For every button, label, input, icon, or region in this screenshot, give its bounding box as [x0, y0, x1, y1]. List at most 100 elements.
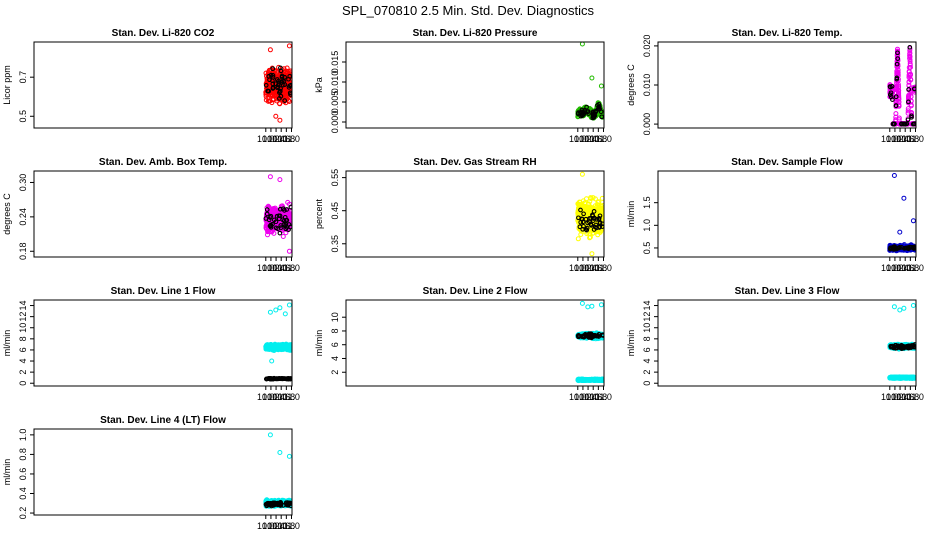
data-point — [599, 195, 604, 201]
y-tick-label: 0.35 — [330, 235, 340, 253]
y-tick-label: 0.24 — [18, 208, 28, 226]
x-tick-label: 10.0 — [257, 392, 275, 402]
y-tick-label: 4 — [18, 359, 28, 364]
x-tick-label: 11.0 — [595, 392, 612, 402]
data-point — [894, 70, 900, 76]
data-point — [263, 82, 269, 88]
x-tick-label: 10.6 — [272, 392, 290, 402]
outlier-point — [269, 358, 275, 364]
plot-frame — [345, 299, 605, 387]
outlier-point — [579, 300, 585, 306]
data-point — [264, 211, 270, 217]
data-point — [594, 202, 600, 208]
y-tick-label: 12 — [18, 312, 28, 322]
data-point — [279, 73, 285, 79]
data-point — [278, 223, 284, 228]
x-tick-label: 10.4 — [267, 392, 285, 402]
data-point — [582, 200, 588, 205]
outlier-point — [579, 171, 585, 177]
y-axis-label: percent — [314, 198, 324, 229]
chart-title: Stan. Dev. Sample Flow — [731, 157, 843, 168]
data-point — [267, 215, 273, 220]
x-axis: 10.010.210.410.610.811.0 — [569, 128, 612, 144]
data-point — [271, 217, 277, 223]
chart-l2: Stan. Dev. Line 2 Flowml/min10.010.210.4… — [314, 286, 612, 402]
x-tick-label: 10.0 — [881, 134, 899, 144]
data-point — [268, 222, 274, 228]
data-point — [265, 88, 271, 94]
chart-l1: Stan. Dev. Line 1 Flowml/min10.010.210.4… — [2, 286, 300, 402]
chart-title: Stan. Dev. Li-820 Temp. — [732, 28, 843, 39]
x-tick-label: 11.0 — [283, 263, 300, 273]
data-point — [286, 85, 292, 90]
chart-title: Stan. Dev. Gas Stream RH — [413, 157, 536, 168]
y-axis: 0.51.01.5 — [642, 196, 658, 254]
data-point — [276, 81, 282, 86]
outlier-point — [286, 248, 292, 254]
data-point — [894, 53, 900, 59]
data-point — [575, 236, 581, 242]
data-point — [906, 99, 911, 105]
data-point — [265, 232, 270, 238]
y-axis-label: ml/min — [626, 201, 636, 228]
data-point — [894, 61, 900, 67]
chart-press: Stan. Dev. Li-820 PressurekPa10.010.210.… — [314, 28, 612, 144]
data-points — [887, 303, 916, 381]
data-point — [284, 342, 290, 348]
chart-rh: Stan. Dev. Gas Stream RHpercent10.010.21… — [314, 157, 612, 273]
data-point — [270, 66, 276, 72]
x-tick-label: 11.0 — [907, 263, 924, 273]
data-point — [283, 345, 289, 351]
outlier-point — [282, 311, 288, 317]
y-axis-label: ml/min — [314, 330, 324, 357]
data-point — [586, 335, 592, 340]
data-point — [581, 110, 587, 116]
data-point — [895, 50, 900, 56]
x-tick-label: 10.8 — [278, 134, 296, 144]
y-axis-label: ml/min — [626, 330, 636, 357]
data-point — [912, 86, 916, 92]
data-point — [596, 331, 602, 337]
data-point — [265, 345, 271, 351]
x-tick-label: 10.2 — [262, 263, 280, 273]
y-tick-label: 0.000 — [330, 111, 340, 134]
figure-title: SPL_070810 2.5 Min. Std. Dev. Diagnostic… — [342, 3, 594, 18]
data-point — [270, 81, 276, 87]
y-tick-label: 6 — [330, 342, 340, 347]
data-point — [587, 204, 593, 210]
y-tick-label: 1.0 — [642, 219, 652, 232]
x-tick-label: 10.6 — [896, 134, 914, 144]
data-point — [892, 246, 898, 252]
data-point — [277, 101, 283, 107]
data-point — [896, 99, 902, 105]
data-point — [912, 245, 916, 251]
data-point — [580, 216, 585, 222]
y-tick-label: 0.010 — [642, 74, 652, 97]
x-tick-label: 11.0 — [283, 392, 300, 402]
y-tick-label: 0.5 — [18, 110, 28, 123]
data-point — [893, 245, 899, 251]
data-point — [908, 77, 914, 83]
data-point — [591, 377, 597, 382]
data-point — [579, 107, 585, 113]
data-point — [576, 110, 581, 115]
x-tick-label: 11.0 — [907, 134, 924, 144]
data-point — [591, 209, 597, 214]
chart-title: Stan. Dev. Li-820 Pressure — [413, 28, 538, 39]
data-points — [575, 171, 604, 257]
outlier-point — [273, 113, 279, 119]
outlier-point — [589, 303, 595, 309]
x-tick-label: 10.4 — [891, 134, 909, 144]
data-point — [593, 109, 598, 115]
data-points — [887, 44, 916, 127]
x-tick-label: 10.2 — [574, 263, 592, 273]
data-point — [277, 206, 283, 212]
outlier-point — [589, 251, 595, 257]
y-tick-label: 0.010 — [330, 71, 340, 94]
data-point — [587, 235, 593, 241]
data-point — [576, 377, 582, 383]
data-point — [896, 90, 902, 96]
outlier-point — [579, 42, 585, 47]
